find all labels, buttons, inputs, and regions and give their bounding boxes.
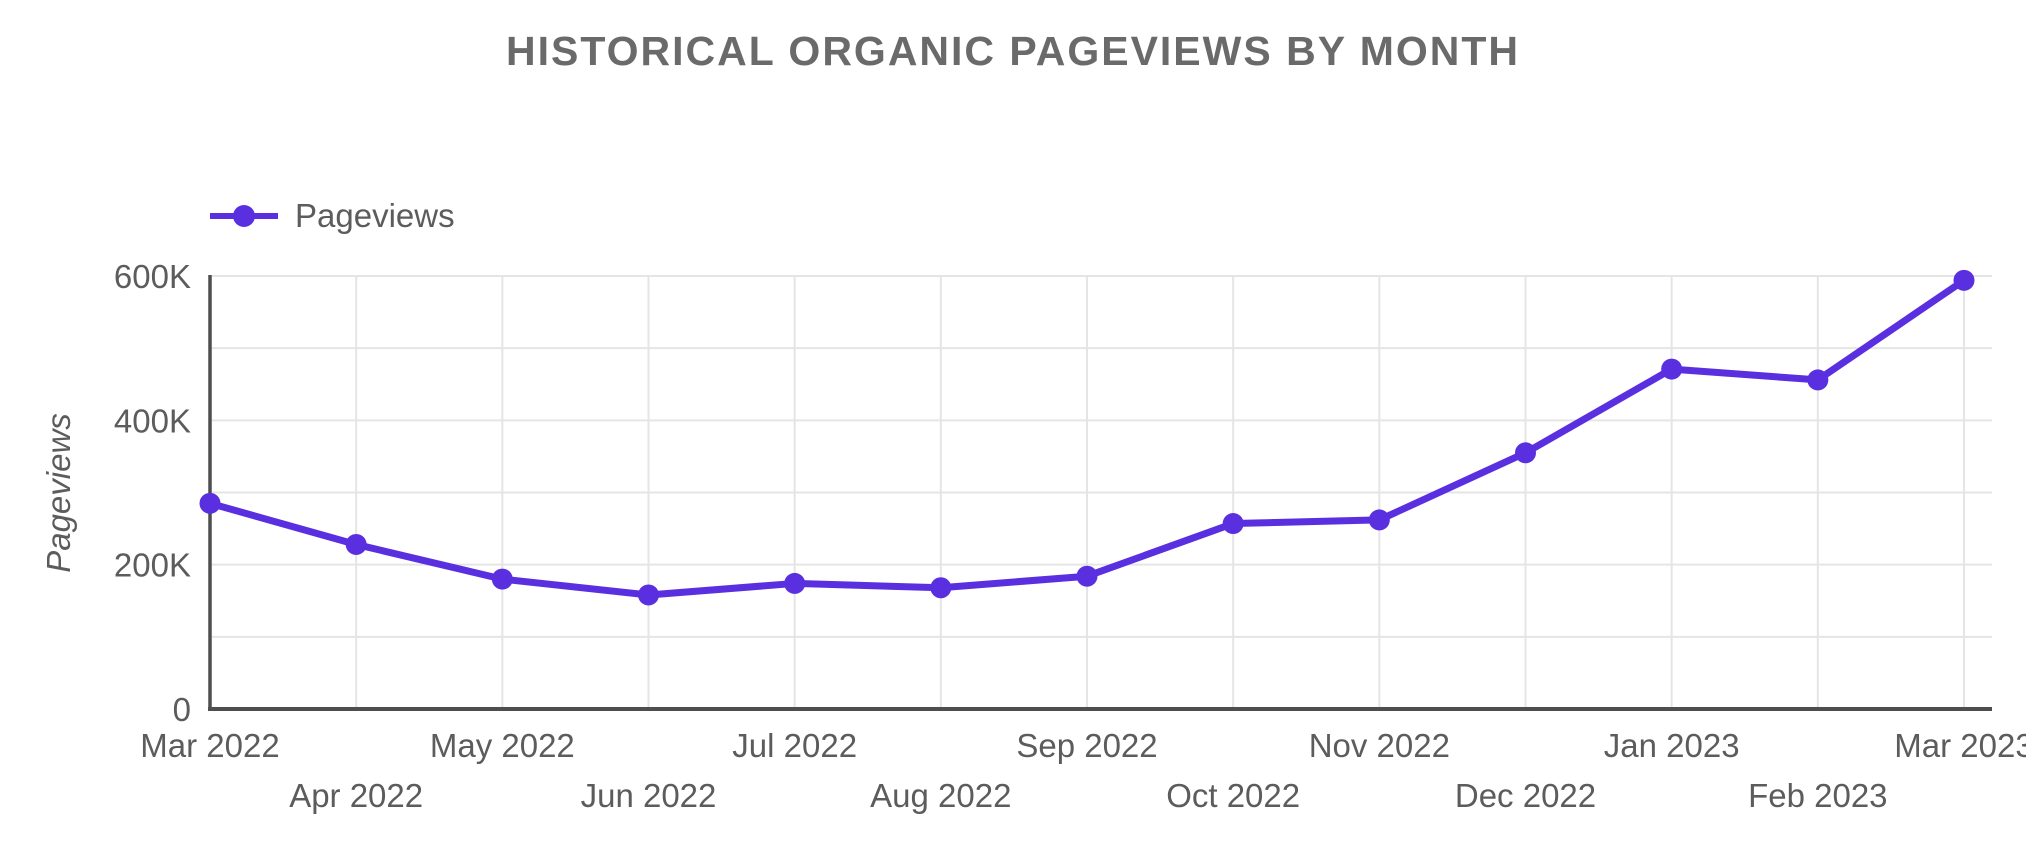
x-tick-label: Feb 2023 (1748, 777, 1887, 814)
x-tick-label: Nov 2022 (1309, 727, 1450, 764)
data-point[interactable] (930, 577, 952, 599)
x-tick-label: May 2022 (430, 727, 575, 764)
series-layer (199, 269, 1975, 606)
y-tick-label: 0 (173, 691, 191, 728)
x-tick-label: Jun 2022 (581, 777, 717, 814)
data-point[interactable] (1515, 442, 1536, 464)
legend-marker-icon (210, 205, 278, 227)
data-point[interactable] (638, 584, 659, 606)
legend: Pageviews (209, 197, 455, 235)
x-tick-label: Sep 2022 (1016, 727, 1157, 764)
data-point[interactable] (1076, 565, 1098, 587)
data-point[interactable] (1661, 358, 1683, 380)
legend-dot (233, 205, 255, 227)
legend-item-label: Pageviews (295, 197, 455, 234)
x-tick-label: Aug 2022 (870, 777, 1011, 814)
x-tick-label: Mar 2023 (1894, 727, 2026, 764)
y-tick-label: 200K (114, 547, 191, 584)
data-point[interactable] (199, 492, 221, 514)
y-axis-title: Pageviews (40, 413, 77, 573)
data-point[interactable] (1222, 513, 1244, 535)
data-point[interactable] (345, 533, 367, 555)
y-tick-label: 400K (114, 402, 191, 439)
data-point[interactable] (1953, 269, 1975, 291)
x-tick-label: Jul 2022 (732, 727, 857, 764)
x-tick-label: Apr 2022 (289, 777, 423, 814)
y-tick-label: 600K (114, 258, 191, 295)
data-point[interactable] (1368, 509, 1390, 531)
data-point[interactable] (1807, 369, 1829, 391)
x-tick-label: Mar 2022 (140, 727, 279, 764)
data-point[interactable] (784, 572, 806, 594)
grid-layer (209, 275, 1992, 710)
data-point[interactable] (491, 568, 513, 590)
x-tick-label: Dec 2022 (1455, 777, 1596, 814)
legend-item-pageviews[interactable]: Pageviews (209, 197, 455, 235)
x-tick-label: Oct 2022 (1166, 777, 1300, 814)
chart-title: HISTORICAL ORGANIC PAGEVIEWS BY MONTH (505, 28, 1521, 74)
x-tick-label: Jan 2023 (1604, 727, 1740, 764)
